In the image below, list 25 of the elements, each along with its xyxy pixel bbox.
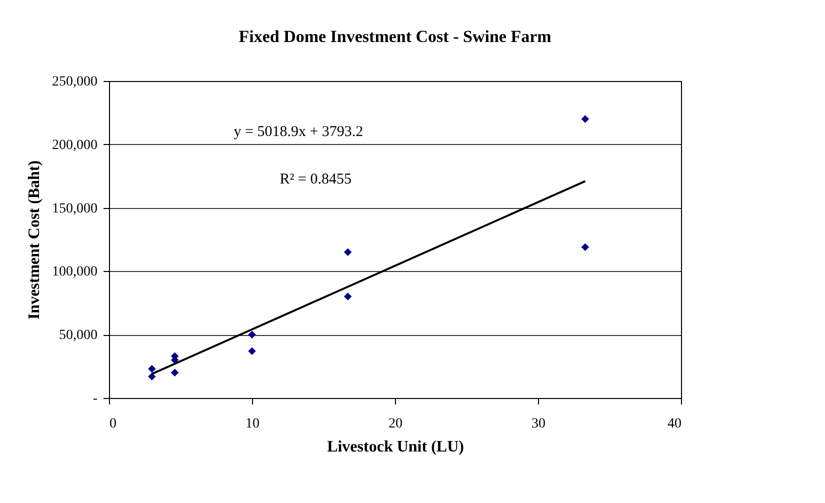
y-tick-label: 50,000 [59,328,98,344]
point [170,368,179,377]
y-tick-label: 200,000 [52,138,98,153]
x-tick-label: 30 [532,416,546,432]
x-axis-title: Livestock Unit (LU) [327,438,464,456]
point [248,330,256,338]
point [148,372,156,380]
x-tick-label: 20 [388,416,402,432]
point [581,243,590,251]
point [248,347,256,355]
annotation: y = 5018.9x + 3793.2 [234,124,364,140]
y-tick-label: 150,000 [52,201,98,216]
y-tick-label: 100,000 [52,264,98,280]
y-tick-label: - [92,392,98,406]
x-tick-label: 10 [246,416,260,432]
point [148,364,156,373]
chart-title: Fixed Dome Investment Cost - Swine Farm [238,27,552,46]
point [581,115,590,123]
point [344,292,352,300]
x-tick-label: 40 [668,416,682,432]
y-axis-title: Investment Cost (Baht) [26,160,43,320]
point [344,248,352,256]
y-tick-label: 250,000 [52,74,98,90]
x-tick-label: 0 [110,416,116,432]
annotation: R² = 0.8455 [280,172,352,188]
